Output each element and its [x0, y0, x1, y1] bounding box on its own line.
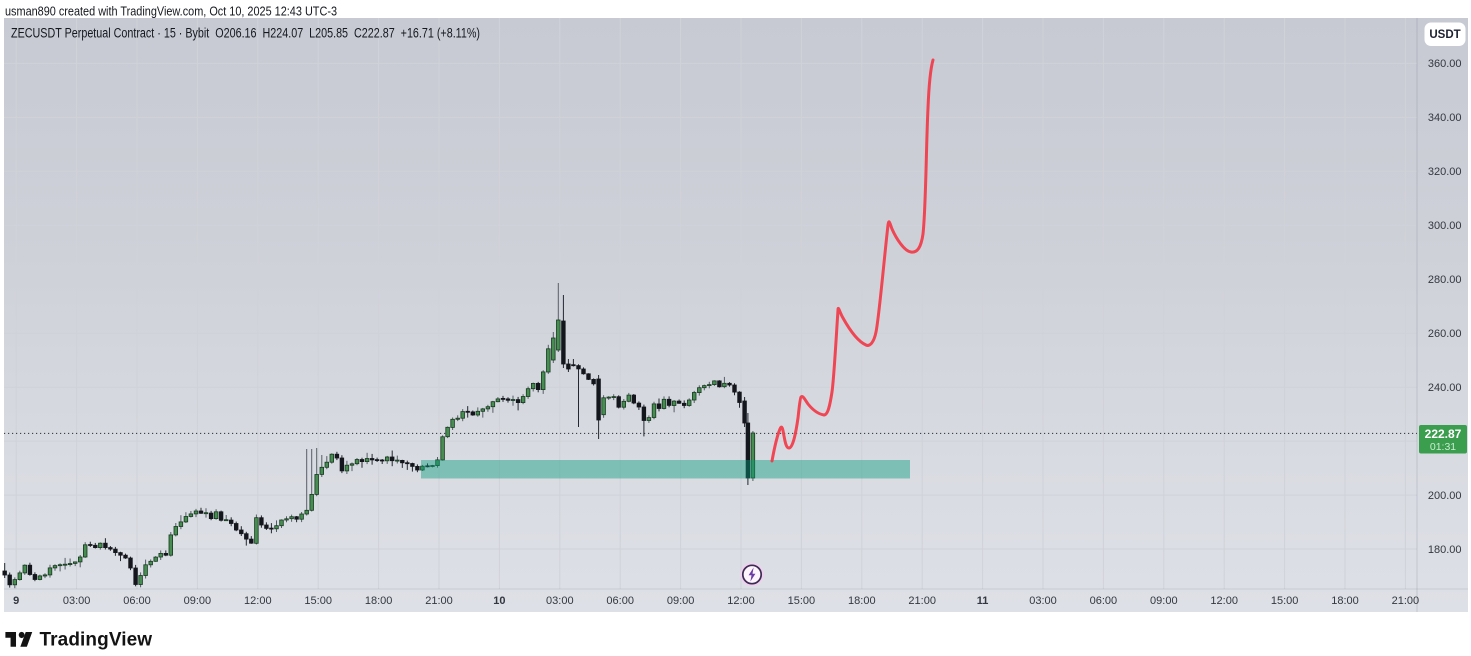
svg-text:15:00: 15:00	[304, 595, 332, 607]
svg-text:260.00: 260.00	[1428, 328, 1462, 340]
svg-text:21:00: 21:00	[425, 595, 453, 607]
svg-text:03:00: 03:00	[546, 595, 574, 607]
svg-text:12:00: 12:00	[244, 595, 272, 607]
svg-text:18:00: 18:00	[848, 595, 876, 607]
svg-text:360.00: 360.00	[1428, 58, 1462, 70]
svg-text:usman890 created with TradingV: usman890 created with TradingView.com, O…	[5, 5, 337, 19]
svg-text:09:00: 09:00	[184, 595, 212, 607]
svg-text:01:31: 01:31	[1430, 441, 1456, 453]
svg-text:222.87: 222.87	[1425, 427, 1462, 441]
svg-text:11: 11	[977, 595, 989, 607]
svg-text:340.00: 340.00	[1428, 112, 1462, 124]
svg-text:21:00: 21:00	[1392, 595, 1420, 607]
svg-text:280.00: 280.00	[1428, 274, 1462, 286]
svg-text:TradingView: TradingView	[40, 630, 153, 651]
svg-text:USDT: USDT	[1429, 29, 1460, 41]
svg-text:10: 10	[493, 595, 505, 607]
svg-text:300.00: 300.00	[1428, 220, 1462, 232]
svg-text:15:00: 15:00	[1271, 595, 1299, 607]
svg-text:12:00: 12:00	[727, 595, 755, 607]
svg-text:18:00: 18:00	[1331, 595, 1359, 607]
svg-text:21:00: 21:00	[908, 595, 936, 607]
svg-text:9: 9	[13, 595, 19, 607]
svg-text:12:00: 12:00	[1210, 595, 1238, 607]
svg-text:06:00: 06:00	[606, 595, 634, 607]
svg-text:03:00: 03:00	[1029, 595, 1057, 607]
svg-text:ZECUSDT Perpetual Contract · 1: ZECUSDT Perpetual Contract · 15 · Bybit …	[11, 26, 480, 41]
svg-text:18:00: 18:00	[365, 595, 393, 607]
svg-text:06:00: 06:00	[123, 595, 151, 607]
svg-text:200.00: 200.00	[1428, 490, 1462, 502]
svg-text:320.00: 320.00	[1428, 166, 1462, 178]
svg-text:09:00: 09:00	[667, 595, 695, 607]
svg-text:15:00: 15:00	[788, 595, 816, 607]
svg-text:180.00: 180.00	[1428, 544, 1462, 556]
svg-text:03:00: 03:00	[63, 595, 91, 607]
svg-text:06:00: 06:00	[1090, 595, 1118, 607]
svg-text:240.00: 240.00	[1428, 382, 1462, 394]
svg-text:09:00: 09:00	[1150, 595, 1178, 607]
